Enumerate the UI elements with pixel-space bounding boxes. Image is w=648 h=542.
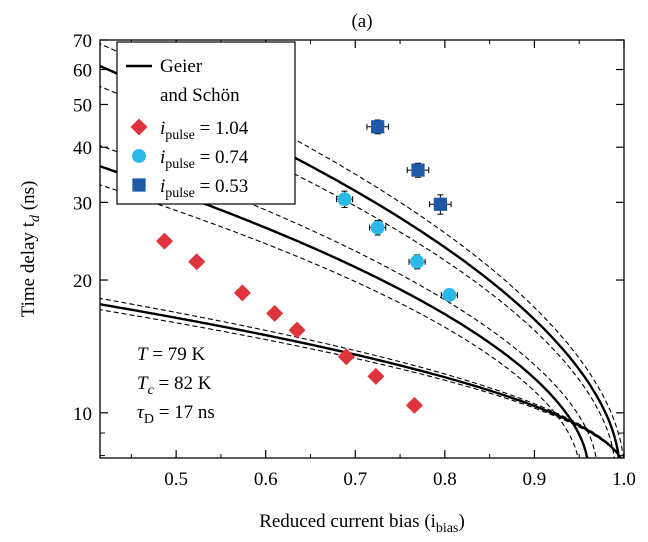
y-tick-label: 60 xyxy=(73,61,92,82)
legend-entry-label: ipulse = 1.04 xyxy=(160,118,249,143)
legend-theory-label-1: Geier xyxy=(160,56,203,77)
plot-frame xyxy=(99,39,625,459)
data-point-diamond xyxy=(337,348,355,366)
parameter-line: T = 79 K xyxy=(137,344,206,365)
legend-marker-diamond xyxy=(130,118,148,136)
parameter-line: Tc = 82 K xyxy=(137,373,212,398)
panel-label: (a) xyxy=(351,11,372,32)
legend-marker-square xyxy=(132,178,146,192)
x-tick-label: 0.8 xyxy=(433,469,457,490)
x-tick-label: 0.5 xyxy=(164,469,188,490)
x-tick-label: 1.0 xyxy=(612,469,636,490)
data-point-square xyxy=(371,120,385,134)
data-point-diamond xyxy=(188,253,206,271)
x-axis-label: Reduced current bias (ibias) xyxy=(259,511,465,536)
theory-curve xyxy=(100,303,623,458)
data-point-circle xyxy=(370,220,385,235)
legend-box xyxy=(116,41,296,205)
data-point-diamond xyxy=(405,396,423,414)
x-tick-label: 0.9 xyxy=(523,469,547,490)
x-tick-label: 0.6 xyxy=(254,469,278,490)
legend-entry-label: ipulse = 0.74 xyxy=(160,147,249,172)
parameter-line: τD = 17 ns xyxy=(137,402,215,427)
y-axis-label: Time delay td (ns) xyxy=(18,181,43,318)
x-tick-label: 0.7 xyxy=(343,469,367,490)
y-tick-label: 30 xyxy=(73,193,92,214)
data-point-diamond xyxy=(288,321,306,339)
data-point-square xyxy=(411,163,425,177)
y-tick-label: 20 xyxy=(73,271,92,292)
y-tick-label: 50 xyxy=(73,95,92,116)
legend-theory-label-2: and Schön xyxy=(160,85,240,106)
legend-marker-circle xyxy=(132,149,146,163)
data-point-diamond xyxy=(266,304,284,322)
theory-curve-bound xyxy=(100,297,622,458)
axis-ticks: 0.5 0.6 0.7 0.8 0.9 1.0 10 20 30 40 50 60 70 xyxy=(73,31,636,490)
data-points xyxy=(155,119,458,414)
legend: Geier and Schön ipulse = 1.04 ipulse = 0.… xyxy=(116,41,296,205)
theory-curve-bound xyxy=(100,184,579,458)
legend-entry-label: ipulse = 0.53 xyxy=(160,176,248,201)
data-point-circle xyxy=(337,192,352,207)
data-point-circle xyxy=(442,287,457,302)
data-point-diamond xyxy=(367,367,385,385)
data-point-circle xyxy=(410,254,425,269)
data-point-square xyxy=(433,197,448,211)
data-point-diamond xyxy=(233,284,251,302)
data-point-diamond xyxy=(155,232,173,250)
parameter-annotation: T = 79 K Tc = 82 K τD = 17 ns xyxy=(137,344,215,427)
y-tick-label: 40 xyxy=(73,138,92,159)
y-tick-label: 70 xyxy=(73,31,92,52)
y-tick-label: 10 xyxy=(73,404,92,425)
